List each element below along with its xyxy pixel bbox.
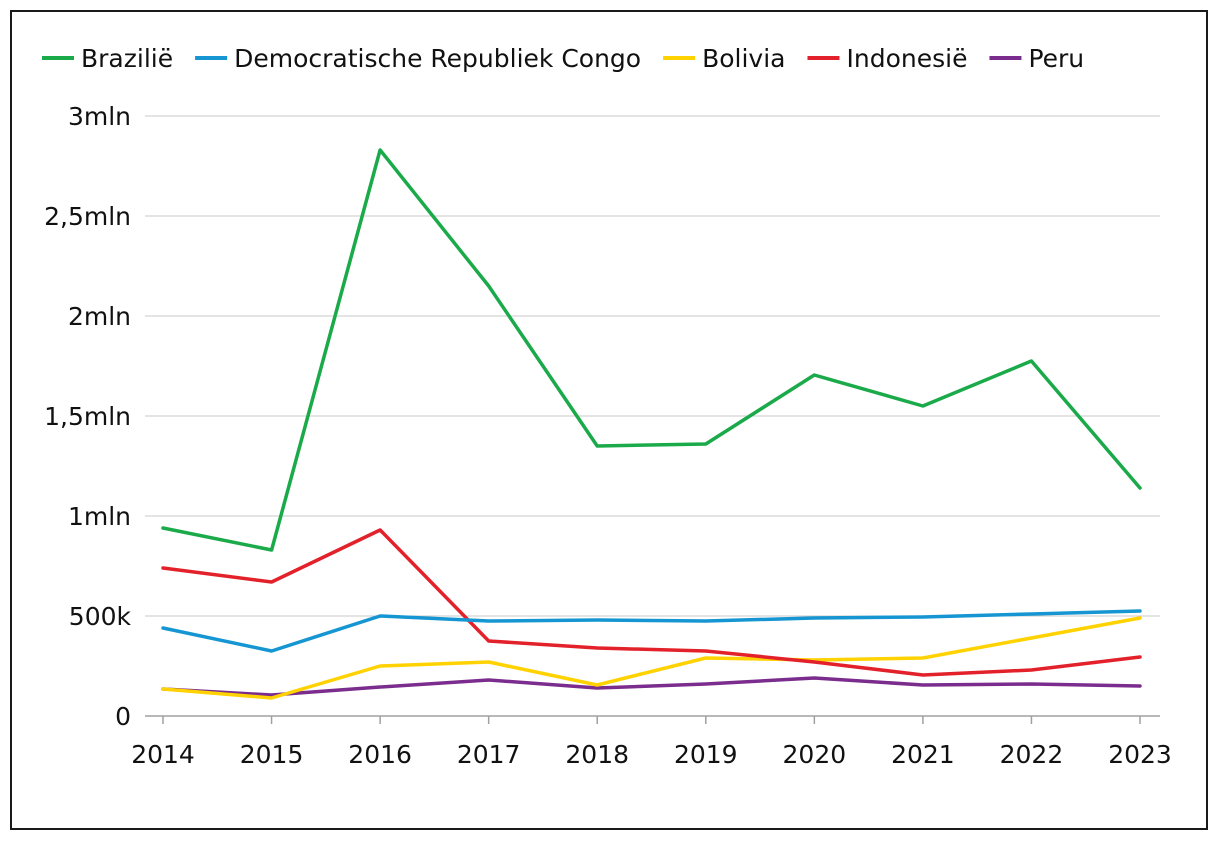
y-tick-label: 1,5mln: [44, 402, 131, 431]
x-tick-label: 2015: [240, 740, 304, 769]
series-line-4: [161, 676, 1142, 697]
legend-label: Indonesië: [846, 44, 967, 73]
series-line-0: [161, 148, 1142, 552]
y-tick-label: 0: [115, 702, 131, 731]
gridlines: [145, 115, 1160, 617]
legend: Brazilië Democratische Republiek Congo Bol…: [42, 44, 1084, 73]
y-tick-label: 3mln: [68, 102, 131, 131]
axes: 0 500k 1mln 1,5mln 2mln 2,5mln 3mln 2014 2015 201…: [44, 102, 1172, 769]
legend-label: Peru: [1028, 44, 1084, 73]
x-tick-label: 2018: [565, 740, 629, 769]
y-tick-label: 2,5mln: [44, 202, 131, 231]
x-tick-label: 2017: [457, 740, 521, 769]
x-tick-label: 2020: [783, 740, 847, 769]
x-tick-label: 2019: [674, 740, 738, 769]
x-tick-label: 2023: [1108, 740, 1172, 769]
series-lines: [161, 148, 1142, 700]
x-tick-label: 2022: [1000, 740, 1064, 769]
legend-label: Brazilië: [81, 44, 173, 73]
y-tick-label: 500k: [69, 602, 132, 631]
x-tick-label: 2021: [891, 740, 955, 769]
x-tick-label: 2014: [131, 740, 195, 769]
series-line-2: [161, 616, 1142, 700]
y-tick-label: 1mln: [68, 502, 131, 531]
y-tick-label: 2mln: [68, 302, 131, 331]
series-line-1: [161, 609, 1142, 653]
legend-label: Democratische Republiek Congo: [234, 44, 641, 73]
legend-label: Bolivia: [702, 44, 785, 73]
x-tick-label: 2016: [348, 740, 412, 769]
series-line-3: [161, 528, 1142, 677]
